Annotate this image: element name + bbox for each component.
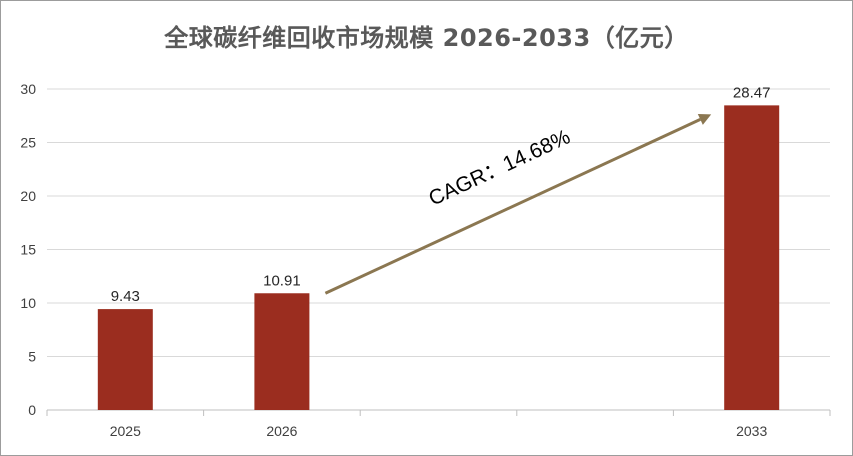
x-axis-ticks: 2025 2026 2033 xyxy=(110,423,768,439)
cagr-arrow-head xyxy=(697,113,712,125)
x-tick-label: 2033 xyxy=(736,423,767,439)
bars xyxy=(97,105,780,410)
y-tick-label: 30 xyxy=(20,81,36,97)
y-tick-label: 0 xyxy=(28,402,36,418)
gridlines xyxy=(46,88,831,416)
data-label: 9.43 xyxy=(111,288,140,305)
x-tick-label: 2025 xyxy=(110,423,141,439)
y-tick-label: 10 xyxy=(20,295,36,311)
cagr-annotation: CAGR：14.68% xyxy=(324,113,712,295)
y-tick-label: 15 xyxy=(20,242,36,258)
bar xyxy=(97,309,153,410)
x-tick-label: 2026 xyxy=(266,423,297,439)
y-tick-label: 20 xyxy=(20,188,36,204)
data-labels: 9.43 10.91 28.47 xyxy=(111,84,771,305)
y-tick-label: 5 xyxy=(28,349,36,365)
y-tick-label: 25 xyxy=(20,135,36,151)
bar xyxy=(724,105,780,410)
data-label: 10.91 xyxy=(263,272,301,289)
cagr-label: CAGR：14.68% xyxy=(425,125,573,210)
y-axis-ticks: 0 5 10 15 20 25 30 xyxy=(20,81,36,418)
bar xyxy=(254,293,310,410)
chart-title: 全球碳纤维回收市场规模 2026-2033（亿元） xyxy=(164,24,689,52)
data-label: 28.47 xyxy=(733,84,771,101)
cagr-arrow-line xyxy=(324,118,701,295)
